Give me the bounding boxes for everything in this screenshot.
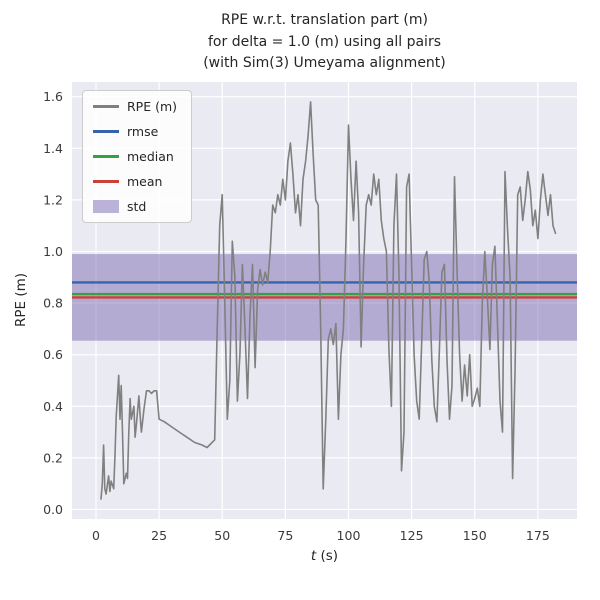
- legend-rpe-label: RPE (m): [127, 99, 178, 114]
- legend-item-rmse: rmse: [93, 124, 177, 139]
- legend-median-label: median: [127, 149, 174, 164]
- x-axis-label-var: t: [310, 548, 317, 564]
- y-axis-label: RPE (m): [13, 272, 29, 328]
- x-tick-label: 125: [400, 528, 424, 543]
- y-tick-label: 0.0: [43, 502, 63, 517]
- x-axis-label-unit: (s): [316, 548, 339, 564]
- x-tick-label: 50: [214, 528, 230, 543]
- legend-mean-swatch: [93, 180, 119, 183]
- y-tick-label: 1.2: [43, 192, 63, 207]
- legend-item-mean: mean: [93, 174, 177, 189]
- x-tick-label: 75: [277, 528, 293, 543]
- legend-median-swatch: [93, 155, 119, 158]
- y-tick-label: 0.2: [43, 450, 63, 465]
- legend-item-rpe: RPE (m): [93, 99, 177, 114]
- y-tick-label: 1.6: [43, 89, 63, 104]
- x-tick-label: 25: [151, 528, 167, 543]
- y-tick-label: 0.6: [43, 347, 63, 362]
- legend-item-std: std: [93, 199, 177, 214]
- x-tick-label: 0: [92, 528, 100, 543]
- rpe-line: [100, 101, 557, 500]
- x-tick-label: 150: [463, 528, 487, 543]
- chart-title: RPE w.r.t. translation part (m) for delt…: [203, 12, 446, 72]
- legend-item-median: median: [93, 149, 177, 164]
- legend-rmse-swatch: [93, 130, 119, 133]
- legend-std-label: std: [127, 199, 147, 214]
- legend-std-swatch: [93, 200, 119, 213]
- legend: RPE (m) rmse median mean std: [82, 90, 193, 223]
- y-tick-label: 1.4: [43, 141, 63, 156]
- legend-rmse-label: rmse: [127, 124, 159, 139]
- legend-mean-label: mean: [127, 174, 163, 189]
- y-tick-label: 0.8: [43, 296, 63, 311]
- x-tick-label: 175: [526, 528, 550, 543]
- x-tick-label: 100: [337, 528, 361, 543]
- legend-rpe-swatch: [93, 105, 119, 108]
- y-tick-label: 0.4: [43, 399, 63, 414]
- x-axis-label: t (s): [72, 548, 577, 564]
- y-tick-label: 1.0: [43, 244, 63, 259]
